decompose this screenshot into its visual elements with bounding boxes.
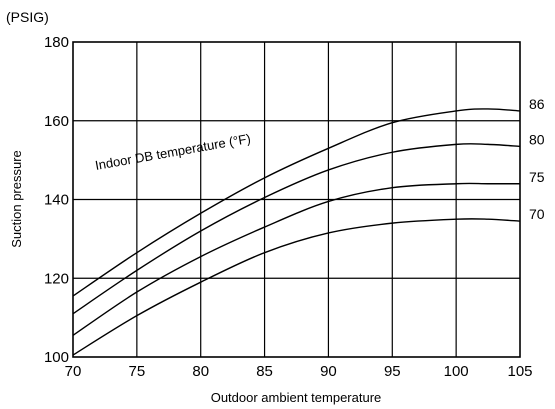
y-tick-label: 180: [44, 34, 69, 51]
grid: [73, 42, 520, 357]
series-line-80: [72, 143, 521, 315]
y-tick-label: 160: [44, 113, 69, 130]
y-tick-labels: 100 120 140 160 180: [44, 34, 69, 366]
y-tick-label: 120: [44, 270, 69, 287]
x-tick-label: 90: [320, 363, 337, 380]
x-tick-label: 95: [384, 363, 401, 380]
y-tick-label: 100: [44, 349, 69, 366]
y-tick-label: 140: [44, 192, 69, 209]
plot-frame: [72, 41, 521, 358]
x-tick-label: 75: [129, 363, 146, 380]
y-unit-label: (PSIG): [6, 9, 49, 25]
series-labels: 86 80 75 70: [529, 96, 545, 222]
series-label-75: 75: [529, 169, 545, 185]
curves: [72, 108, 521, 356]
x-tick-labels: 70 75 80 85 90 95 100 105: [65, 363, 533, 380]
series-label-86: 86: [529, 96, 545, 112]
x-tick-label: 100: [444, 363, 469, 380]
x-tick-label: 70: [65, 363, 82, 380]
series-line-86: [72, 108, 521, 297]
series-annotation: Indoor DB temperature (°F): [94, 131, 252, 173]
y-axis-label: Suction pressure: [9, 150, 24, 248]
series-label-80: 80: [529, 131, 545, 147]
x-tick-label: 85: [256, 363, 273, 380]
series-line-75: [72, 182, 520, 336]
series-line-70: [72, 218, 521, 356]
x-tick-label: 80: [192, 363, 209, 380]
series-label-70: 70: [529, 206, 545, 222]
x-tick-label: 105: [507, 363, 532, 380]
x-axis-label: Outdoor ambient temperature: [211, 390, 382, 405]
